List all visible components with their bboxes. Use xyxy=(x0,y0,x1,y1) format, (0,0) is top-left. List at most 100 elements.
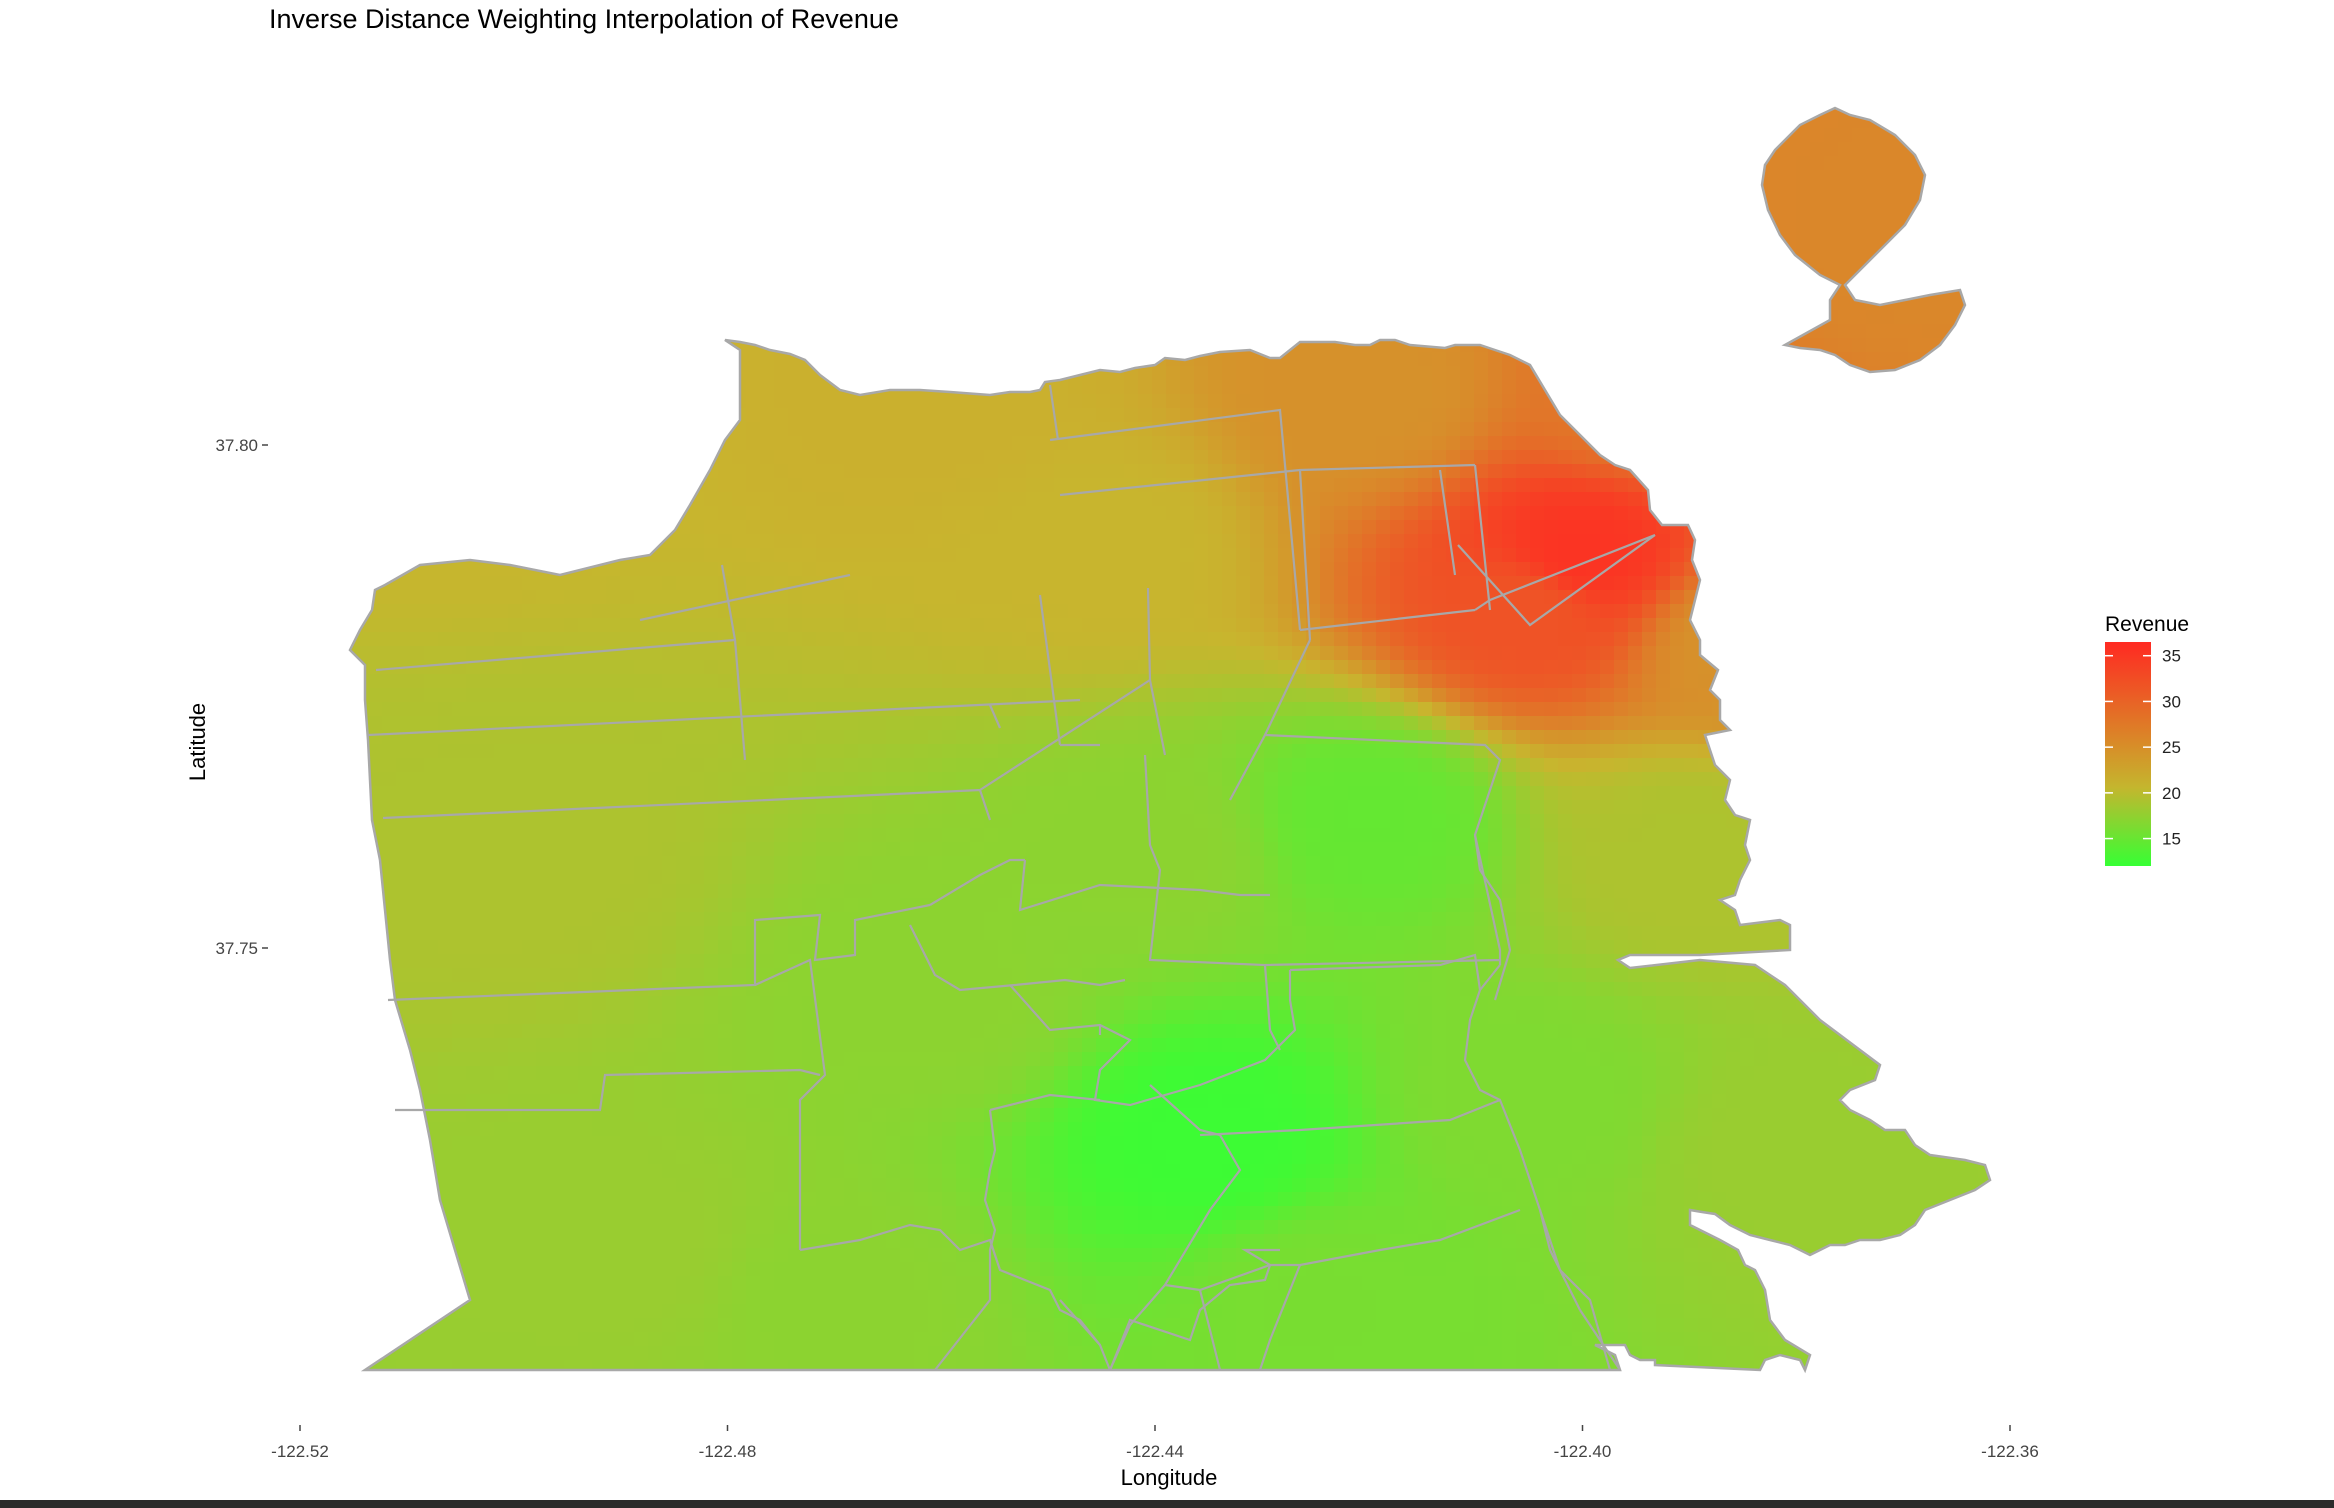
heat-cell xyxy=(1586,506,1601,521)
heat-cell xyxy=(1782,646,1797,661)
heat-cell xyxy=(1796,604,1811,619)
heat-cell xyxy=(1390,548,1405,563)
heat-cell xyxy=(844,660,859,675)
heat-cell xyxy=(1516,282,1531,297)
heat-cell xyxy=(746,436,761,451)
heat-cell xyxy=(998,310,1013,325)
heat-cell xyxy=(1586,366,1601,381)
heat-cell xyxy=(1026,534,1041,549)
heat-cell xyxy=(1558,142,1573,157)
heat-cell xyxy=(760,660,775,675)
heat-cell xyxy=(718,184,733,199)
heat-cell xyxy=(1670,618,1685,633)
heat-cell xyxy=(788,660,803,675)
heat-cell xyxy=(1698,520,1713,535)
heat-cell xyxy=(1558,114,1573,129)
heat-cell xyxy=(1362,562,1377,577)
heat-cell xyxy=(1264,506,1279,521)
heat-cell xyxy=(1558,198,1573,213)
heat-cell xyxy=(1306,674,1321,689)
heat-cell xyxy=(1110,520,1125,535)
heat-cell xyxy=(1810,282,1825,297)
heat-cell xyxy=(1978,506,1990,521)
heat-cell xyxy=(1418,492,1433,507)
heat-cell xyxy=(942,352,957,367)
heat-cell xyxy=(1124,576,1139,591)
heat-cell xyxy=(1782,618,1797,633)
heat-cell xyxy=(1362,156,1377,171)
heat-cell xyxy=(1194,632,1209,647)
heat-cell xyxy=(1432,436,1447,451)
heat-cell xyxy=(1670,478,1685,493)
heat-cell xyxy=(1068,108,1083,115)
heat-cell xyxy=(1544,436,1559,451)
heat-cell xyxy=(984,422,999,437)
heat-cell xyxy=(984,492,999,507)
heat-cell xyxy=(1208,548,1223,563)
heat-cell xyxy=(900,240,915,255)
heat-cell xyxy=(1936,128,1951,143)
heat-cell xyxy=(1012,520,1027,535)
heat-cell xyxy=(1978,310,1990,325)
heat-cell xyxy=(438,128,453,143)
heat-cell xyxy=(886,394,901,409)
heat-cell xyxy=(774,142,789,157)
heat-cell xyxy=(452,128,467,143)
heat-cell xyxy=(1656,128,1671,143)
heat-cell xyxy=(872,296,887,311)
heat-cell xyxy=(1334,254,1349,269)
heat-cell xyxy=(1292,492,1307,507)
heat-cell xyxy=(1740,156,1755,171)
heat-cell xyxy=(410,282,425,297)
heat-cell xyxy=(914,156,929,171)
heat-cell xyxy=(1474,324,1489,339)
heat-cell xyxy=(1502,576,1517,591)
heat-cell xyxy=(1306,562,1321,577)
heat-cell xyxy=(1096,198,1111,213)
heat-cell xyxy=(1852,128,1867,143)
heat-cell xyxy=(438,632,453,647)
heat-cell xyxy=(1460,268,1475,283)
heat-cell xyxy=(1376,492,1391,507)
heat-cell xyxy=(396,198,411,213)
heat-cell xyxy=(1502,282,1517,297)
heat-cell xyxy=(900,478,915,493)
heat-cell xyxy=(1124,590,1139,605)
heat-cell xyxy=(1250,590,1265,605)
heat-cell xyxy=(816,464,831,479)
heat-cell xyxy=(494,492,509,507)
heat-cell xyxy=(1768,108,1783,115)
heat-cell xyxy=(998,114,1013,129)
heat-cell xyxy=(452,562,467,577)
heat-cell xyxy=(1572,534,1587,549)
heat-cell xyxy=(1698,618,1713,633)
heat-cell xyxy=(816,240,831,255)
heat-cell xyxy=(1390,408,1405,423)
heat-cell xyxy=(1712,408,1727,423)
heat-cell xyxy=(350,254,355,269)
heat-cell xyxy=(1712,548,1727,563)
heat-cell xyxy=(1026,170,1041,185)
heat-cell xyxy=(480,380,495,395)
heat-cell xyxy=(1572,352,1587,367)
heat-cell xyxy=(1418,296,1433,311)
heat-cell xyxy=(1166,380,1181,395)
heat-cell xyxy=(354,240,369,255)
heat-cell xyxy=(1964,296,1979,311)
heat-cell xyxy=(382,310,397,325)
heat-cell xyxy=(914,548,929,563)
heat-cell xyxy=(704,436,719,451)
heat-cell xyxy=(1600,184,1615,199)
heat-cell xyxy=(844,142,859,157)
heat-cell xyxy=(1362,506,1377,521)
heat-cell xyxy=(1236,632,1251,647)
heat-cell xyxy=(858,436,873,451)
heat-cell xyxy=(760,310,775,325)
heat-cell xyxy=(1726,422,1741,437)
heat-cell xyxy=(606,108,621,115)
heat-cell xyxy=(536,394,551,409)
heat-cell xyxy=(564,674,579,689)
heat-cell xyxy=(508,618,523,633)
heat-cell xyxy=(676,184,691,199)
heat-cell xyxy=(522,282,537,297)
